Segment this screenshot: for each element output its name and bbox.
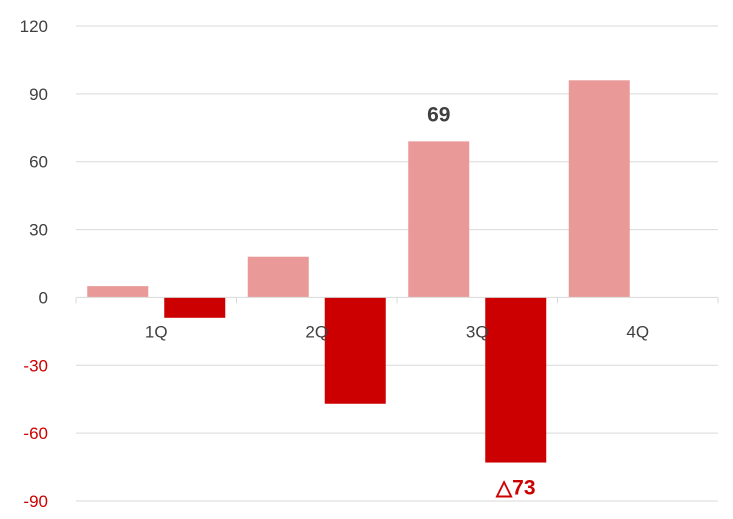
- x-category-label: 4Q: [626, 322, 649, 341]
- bar-4Q-series-1: [568, 80, 630, 298]
- x-category-label: 1Q: [145, 322, 168, 341]
- axes: [75, 296, 719, 304]
- y-tick-label: -60: [23, 424, 48, 443]
- bar-2Q-series-1: [247, 256, 309, 298]
- bar-3Q-series-2: [485, 297, 547, 463]
- y-tick-label: -90: [23, 492, 48, 511]
- gridlines: [76, 25, 718, 502]
- data-label: 69: [427, 103, 450, 126]
- x-category-label: 2Q: [305, 322, 328, 341]
- bar-1Q-series-1: [87, 286, 149, 298]
- y-tick-label: 90: [29, 85, 48, 104]
- y-tick-label: 0: [39, 288, 48, 307]
- x-category-label: 3Q: [466, 322, 489, 341]
- bar-3Q-series-1: [408, 141, 470, 298]
- labels: 120 90 60 30 0 -30 -60 -90 1Q 2Q 3Q 4Q 69 △73: [20, 17, 649, 511]
- y-tick-label: 60: [29, 153, 48, 172]
- y-tick-label: 120: [20, 17, 48, 36]
- bar-1Q-series-2: [164, 297, 226, 318]
- bar-2Q-series-2: [324, 297, 386, 404]
- y-tick-label: -30: [23, 356, 48, 375]
- bars: [87, 80, 630, 463]
- data-label: △73: [495, 477, 536, 500]
- y-tick-label: 30: [29, 221, 48, 240]
